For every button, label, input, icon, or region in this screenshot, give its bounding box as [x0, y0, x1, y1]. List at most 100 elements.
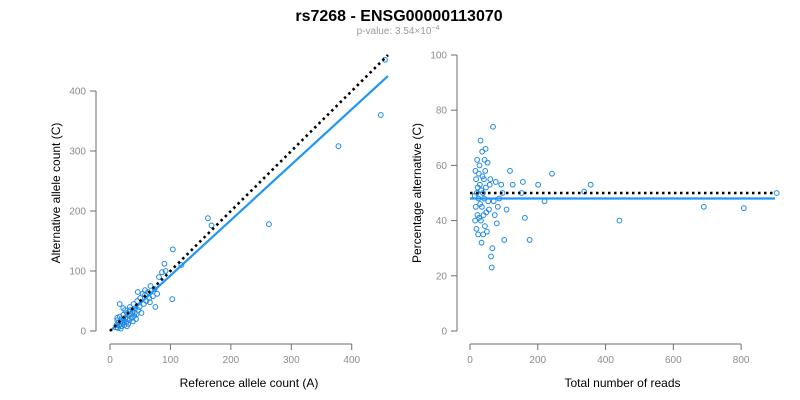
- data-point: [773, 190, 780, 196]
- data-point: [473, 225, 480, 232]
- data-point: [484, 159, 491, 166]
- data-point: [587, 181, 594, 188]
- data-point: [535, 181, 542, 188]
- pvalue-exponent: −4: [431, 25, 439, 32]
- data-point: [489, 245, 496, 252]
- reference-dotted-line: [109, 54, 389, 332]
- pvalue-subtitle: p-value: 3.54×10−4: [357, 25, 440, 37]
- data-point: [482, 145, 489, 152]
- data-point: [482, 168, 489, 174]
- data-point: [479, 173, 486, 180]
- x-tick-label: 0: [467, 355, 473, 366]
- data-point: [161, 260, 168, 267]
- y-tick-label: 100: [430, 51, 447, 62]
- fit-line: [109, 75, 389, 332]
- chart-title: rs7268 - ENSG00000113070: [295, 8, 502, 25]
- pvalue-text: p-value: 3.54×10: [357, 26, 432, 37]
- data-point: [117, 325, 124, 332]
- data-point: [484, 228, 490, 235]
- data-point: [122, 307, 129, 313]
- data-point: [147, 283, 154, 289]
- data-point: [700, 203, 707, 210]
- data-point: [522, 214, 528, 221]
- data-point: [138, 310, 145, 316]
- data-point: [483, 209, 490, 216]
- data-point: [486, 206, 492, 213]
- data-point: [124, 323, 130, 330]
- data-point: [476, 162, 483, 169]
- y-axis-label: Alternative allele count (C): [49, 123, 63, 264]
- x-tick-label: 200: [529, 355, 546, 366]
- data-point: [205, 215, 211, 222]
- data-point: [549, 170, 555, 177]
- data-point: [474, 156, 481, 163]
- y-tick-label: 200: [69, 207, 86, 218]
- data-point: [480, 176, 487, 183]
- data-point: [616, 217, 623, 224]
- data-point: [494, 203, 501, 210]
- data-point: [474, 212, 481, 218]
- y-tick-label: 0: [80, 327, 86, 338]
- data-point: [482, 223, 488, 230]
- data-point: [488, 264, 495, 271]
- data-point: [491, 212, 498, 218]
- data-point: [486, 181, 493, 188]
- data-point: [114, 314, 121, 321]
- x-tick-label: 600: [665, 355, 682, 366]
- data-point: [178, 262, 185, 268]
- data-point: [480, 212, 487, 218]
- data-point: [498, 181, 505, 188]
- x-axis-label: Reference allele count (A): [180, 376, 319, 390]
- data-point: [480, 231, 487, 238]
- data-point: [377, 112, 384, 118]
- y-tick-label: 400: [69, 87, 86, 98]
- data-point: [492, 179, 499, 185]
- y-tick-label: 40: [436, 216, 448, 227]
- right-scatter-panel: 0 20 40 60 80 100 0 200 400 600 800 Total number of…: [410, 51, 780, 390]
- data-point: [116, 301, 123, 307]
- data-point: [475, 170, 482, 177]
- x-tick-label: 800: [733, 355, 750, 366]
- data-point: [140, 301, 147, 307]
- x-tick-label: 400: [597, 355, 614, 366]
- data-point: [127, 304, 133, 310]
- data-point: [152, 304, 159, 310]
- data-point: [473, 176, 480, 183]
- left-scatter-panel: 0 100 200 300 400 0 100 200 300 400 Reference alle…: [49, 54, 389, 390]
- data-point: [740, 205, 747, 212]
- x-tick-label: 200: [223, 355, 240, 366]
- data-point: [266, 221, 272, 228]
- y-tick-label: 60: [436, 161, 448, 172]
- y-tick-label: 20: [436, 271, 448, 282]
- data-point: [475, 231, 482, 238]
- data-point: [509, 181, 516, 188]
- y-axis-label: Percentage alternative (C): [410, 123, 424, 263]
- data-point: [477, 201, 484, 207]
- data-point: [120, 305, 127, 312]
- x-tick-label: 300: [283, 355, 300, 366]
- data-point: [169, 246, 176, 253]
- data-point: [472, 168, 479, 174]
- data-point: [156, 274, 162, 280]
- y-tick-label: 300: [69, 147, 86, 158]
- data-point: [488, 253, 494, 260]
- data-point: [169, 296, 176, 303]
- data-point: [481, 156, 488, 163]
- data-point: [335, 143, 342, 150]
- data-point: [472, 203, 479, 210]
- x-axis-label: Total number of reads: [564, 376, 680, 390]
- y-tick-label: 80: [436, 106, 448, 117]
- data-point: [154, 290, 161, 297]
- y-tick-label: 0: [441, 327, 447, 338]
- data-point: [507, 168, 513, 174]
- data-point: [501, 237, 508, 243]
- data-point: [159, 269, 165, 276]
- data-point: [474, 184, 481, 191]
- data-point: [208, 222, 215, 229]
- y-tick-label: 100: [69, 267, 86, 278]
- data-point: [477, 137, 484, 144]
- data-point: [478, 187, 485, 194]
- data-point: [142, 287, 148, 294]
- data-point: [472, 217, 478, 224]
- data-point: [162, 268, 169, 274]
